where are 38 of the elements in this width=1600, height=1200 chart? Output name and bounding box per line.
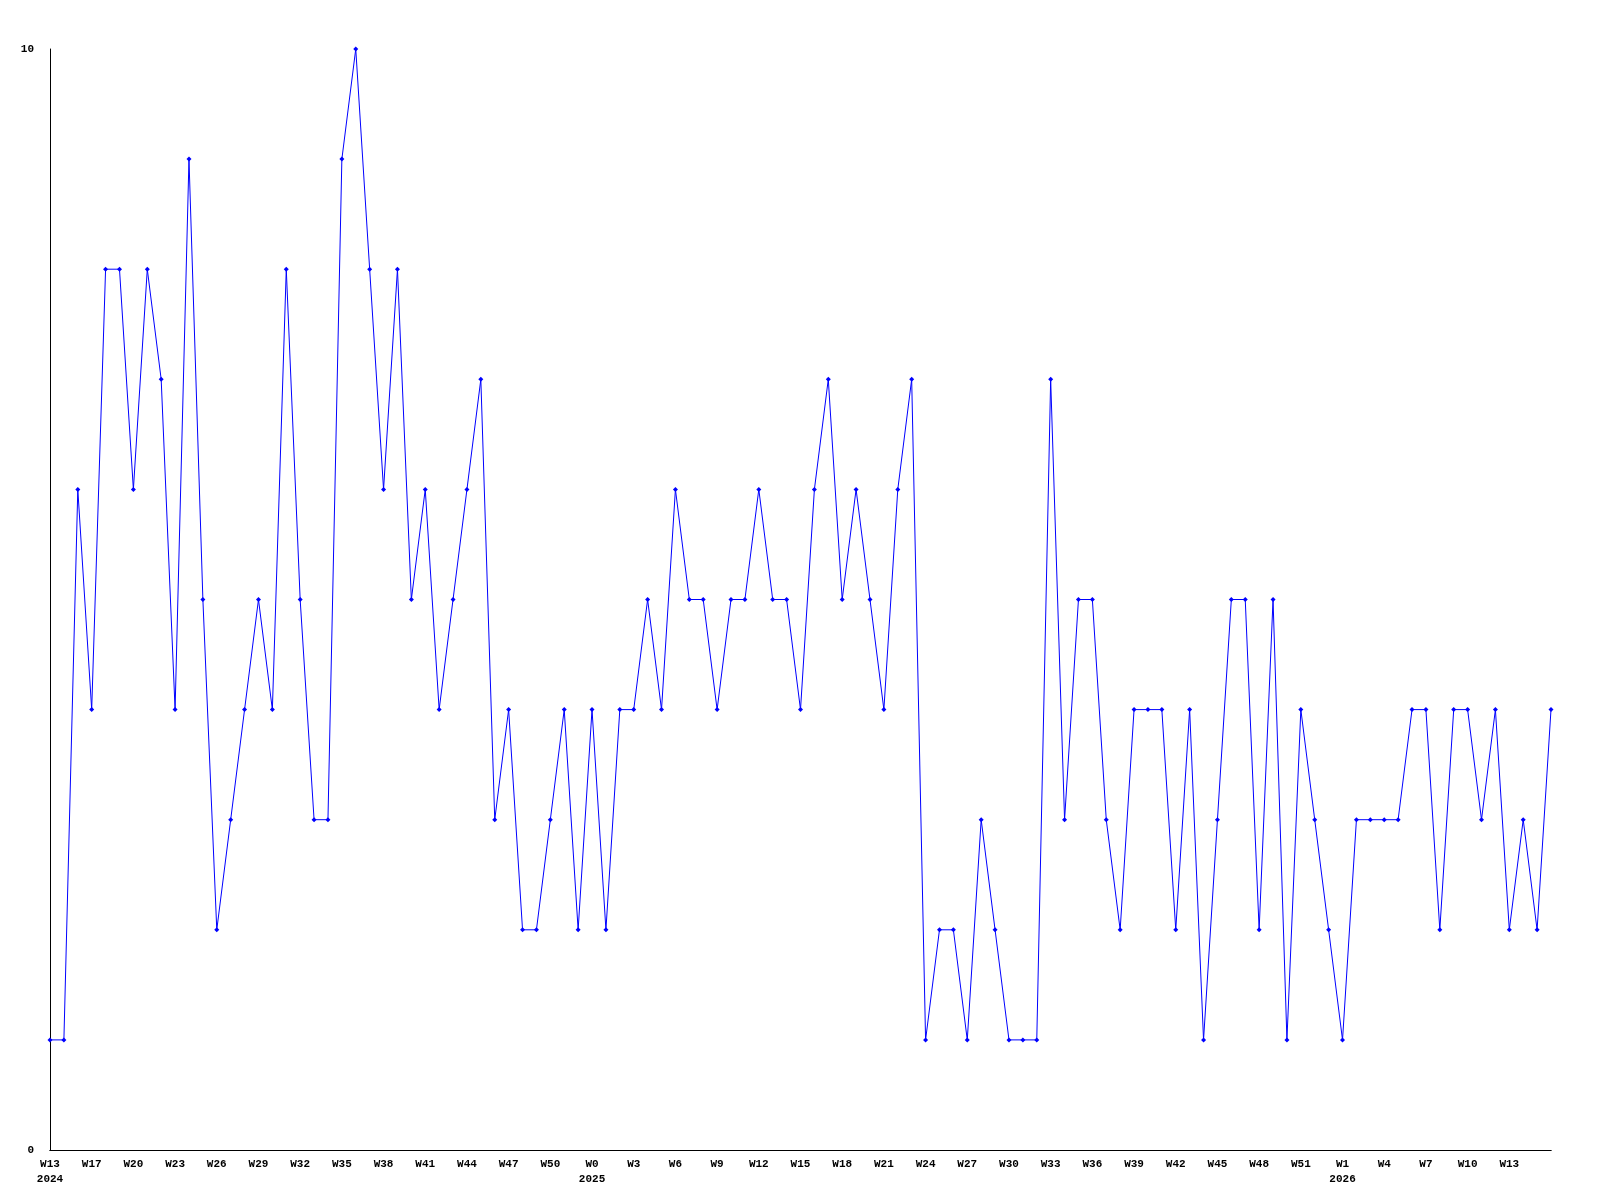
x-tick-label: W44 — [457, 1157, 478, 1170]
x-tick-label: W1 2026 — [1329, 1157, 1356, 1185]
x-tick-label: W15 — [790, 1157, 811, 1170]
x-tick-label: W50 — [540, 1157, 561, 1170]
x-tick-label: W39 — [1124, 1157, 1144, 1170]
x-tick-label: W20 — [123, 1157, 144, 1170]
x-tick-label: W47 — [498, 1157, 519, 1170]
x-tick-label: W23 — [165, 1157, 186, 1170]
x-tick-label: W0 2025 — [578, 1157, 606, 1185]
x-tick-label: W45 — [1207, 1157, 1228, 1170]
x-tick-label: W35 — [331, 1157, 353, 1170]
x-tick-label: W51 — [1290, 1157, 1312, 1170]
x-tick-label: W3 — [627, 1157, 641, 1170]
x-tick-label: W48 — [1249, 1157, 1270, 1170]
x-tick-label: W13 — [1499, 1157, 1520, 1170]
x-tick-label: W6 — [668, 1157, 683, 1170]
x-tick-label: W17 — [81, 1157, 102, 1170]
x-tick-label: W10 — [1457, 1157, 1478, 1170]
x-tick-label: W33 — [1040, 1157, 1061, 1170]
x-tick-label: W21 — [873, 1157, 895, 1170]
x-tick-label: W27 — [957, 1157, 978, 1170]
x-tick-label: W12 — [748, 1157, 769, 1170]
x-tick-label: W36 — [1082, 1157, 1103, 1170]
x-tick-label: W38 — [373, 1157, 394, 1170]
y-tick-label: 0 — [27, 1144, 34, 1156]
x-tick-label: W29 — [248, 1157, 269, 1170]
y-tick-label: 10 — [20, 43, 34, 55]
x-tick-label: W18 — [832, 1157, 853, 1170]
x-tick-label: W32 — [290, 1157, 311, 1170]
x-tick-label: W42 — [1165, 1157, 1186, 1170]
x-tick-label: W4 — [1377, 1157, 1392, 1170]
x-tick-label: W26 — [206, 1157, 227, 1170]
x-tick-label: W7 — [1419, 1157, 1433, 1170]
x-tick-label: W41 — [415, 1157, 436, 1170]
x-tick-label: W9 — [710, 1157, 724, 1170]
x-tick-label: W30 — [999, 1157, 1019, 1170]
x-tick-label: W13 2024 — [36, 1157, 64, 1185]
x-tick-label: W24 — [915, 1157, 936, 1170]
